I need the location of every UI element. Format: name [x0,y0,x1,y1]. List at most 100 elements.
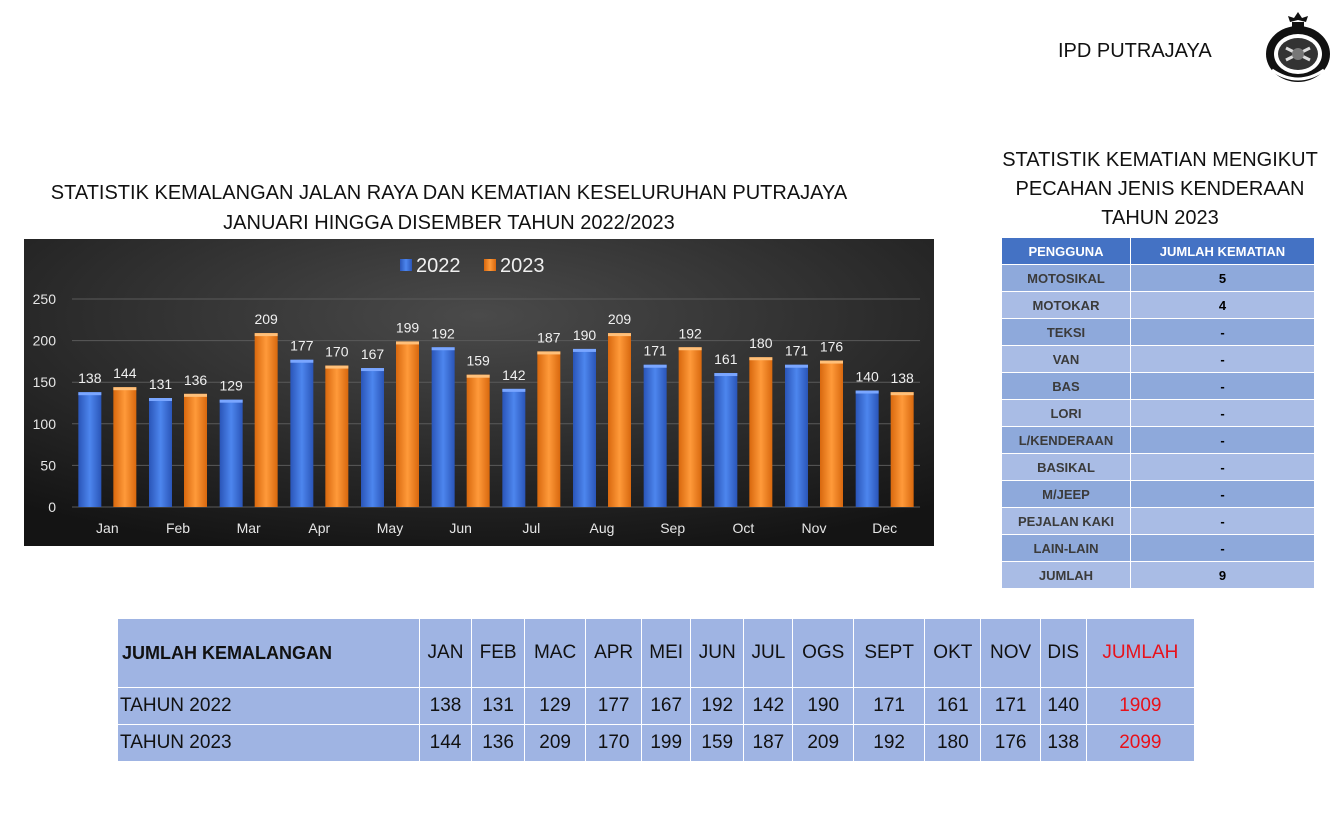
bar-cap [431,347,455,351]
y-tick-label: 100 [33,416,57,432]
vehicle-type-cell: L/KENDERAAN [1001,426,1131,454]
vehicle-type-cell: BAS [1001,372,1131,400]
vehicle-type-cell: MOTOSIKAL [1001,264,1131,292]
month-header: DIS [1039,618,1087,688]
data-label: 192 [431,325,455,341]
legend-swatch [400,259,412,271]
death-count-cell: - [1130,453,1315,481]
bar-2022 [643,364,667,507]
month-value-cell: 136 [470,724,526,762]
data-label: 209 [608,311,632,327]
year-row: TAHUN 2022 138 131 129 177 167 192 142 190 171 161… [116,687,1196,725]
vehicle-deaths-table: PENGGUNA JUMLAH KEMATIAN MOTOSIKAL 5 MOTOK… [1001,237,1315,589]
death-count-cell: - [1130,372,1315,400]
month-value-cell: 192 [690,687,745,725]
death-count-cell: - [1130,318,1315,346]
bar-2023 [820,360,843,507]
vehicle-table-row: MOTOSIKAL 5 [1001,264,1315,292]
data-label: 138 [890,370,914,386]
bar-cap [502,388,526,392]
month-header: JUN [690,618,745,688]
bar-2022 [361,368,384,507]
month-header: APR [584,618,643,688]
month-value-cell: 138 [1039,724,1087,762]
data-label: 209 [254,311,278,327]
bar-cap [855,390,879,394]
vehicle-type-cell: LORI [1001,399,1131,427]
data-label: 190 [573,327,597,343]
vehicle-stats-title: STATISTIK KEMATIAN MENGIKUT PECAHAN JENI… [1000,146,1320,233]
death-count-cell: - [1130,345,1315,373]
data-label: 171 [785,343,809,359]
y-tick-label: 250 [33,291,57,307]
bar-2023 [254,333,278,507]
bar-cap [749,357,773,361]
month-value-cell: 170 [584,724,643,762]
death-count-cell: 9 [1130,561,1315,589]
legend-label: 2023 [500,255,545,277]
vehicle-stats-title-line-3: TAHUN 2023 [1101,207,1219,229]
y-tick-label: 150 [33,374,57,390]
death-count-cell: - [1130,534,1315,562]
x-tick-label: Jul [522,520,540,536]
month-value-cell: 177 [584,687,643,725]
month-header: JUL [743,618,794,688]
month-value-cell: 129 [524,687,586,725]
bar-cap [254,333,278,337]
total-header: JUMLAH [1085,618,1196,688]
bar-2023 [325,365,349,507]
vehicle-stats-title-line-2: PECAHAN JENIS KENDERAAN [1015,178,1305,200]
vehicle-type-cell: VAN [1001,345,1131,373]
vehicle-table-row: LAIN-LAIN - [1001,534,1315,562]
bar-2022 [714,373,738,507]
month-header: FEB [470,618,526,688]
bar-cap [325,365,349,369]
death-count-cell: 5 [1130,264,1315,292]
month-header: SEPT [853,618,926,688]
vehicle-table-row: PEJALAN KAKI - [1001,507,1315,535]
bar-2022 [219,399,243,507]
month-value-cell: 144 [419,724,472,762]
x-tick-label: Aug [590,520,615,536]
bar-cap [785,364,808,368]
bar-cap [361,368,384,372]
month-value-cell: 209 [524,724,586,762]
bar-cap [678,347,702,351]
data-label: 199 [396,319,420,335]
bar-2023 [184,393,207,507]
bar-2022 [785,364,808,507]
bar-2022 [290,359,314,507]
x-tick-label: Jun [449,520,472,536]
bar-2023 [678,347,702,507]
bar-cap [149,398,172,402]
bar-cap [890,392,914,396]
month-value-cell: 161 [924,687,982,725]
x-tick-label: May [377,520,403,536]
death-count-cell: - [1130,399,1315,427]
y-tick-label: 200 [33,333,57,349]
chart-title: STATISTIK KEMALANGAN JALAN RAYA DAN KEMA… [24,178,874,238]
data-label: 176 [820,339,844,355]
month-value-cell: 180 [924,724,982,762]
vehicle-type-cell: JUMLAH [1001,561,1131,589]
vehicle-table-row: MOTOKAR 4 [1001,291,1315,319]
vehicle-table-header-row: PENGGUNA JUMLAH KEMATIAN [1001,237,1315,265]
data-label: 136 [184,372,208,388]
year-total-cell: 2099 [1085,724,1196,762]
bar-2023 [466,374,490,507]
bar-cap [643,364,667,368]
month-header: OGS [792,618,855,688]
vehicle-table-row: JUMLAH 9 [1001,561,1315,589]
month-header: MAC [524,618,586,688]
year-label-cell: TAHUN 2023 [116,724,421,762]
vehicle-stats-title-line-1: STATISTIK KEMATIAN MENGIKUT [1002,149,1318,171]
data-label: 129 [219,378,243,394]
bar-2023 [113,387,137,507]
bar-cap [113,387,137,391]
police-crest-icon [1266,12,1330,82]
month-header: MEI [641,618,692,688]
data-label: 177 [290,338,314,354]
data-label: 171 [643,343,667,359]
chart-title-line-1: STATISTIK KEMALANGAN JALAN RAYA DAN KEMA… [50,182,848,204]
vehicle-table-row: TEKSI - [1001,318,1315,346]
